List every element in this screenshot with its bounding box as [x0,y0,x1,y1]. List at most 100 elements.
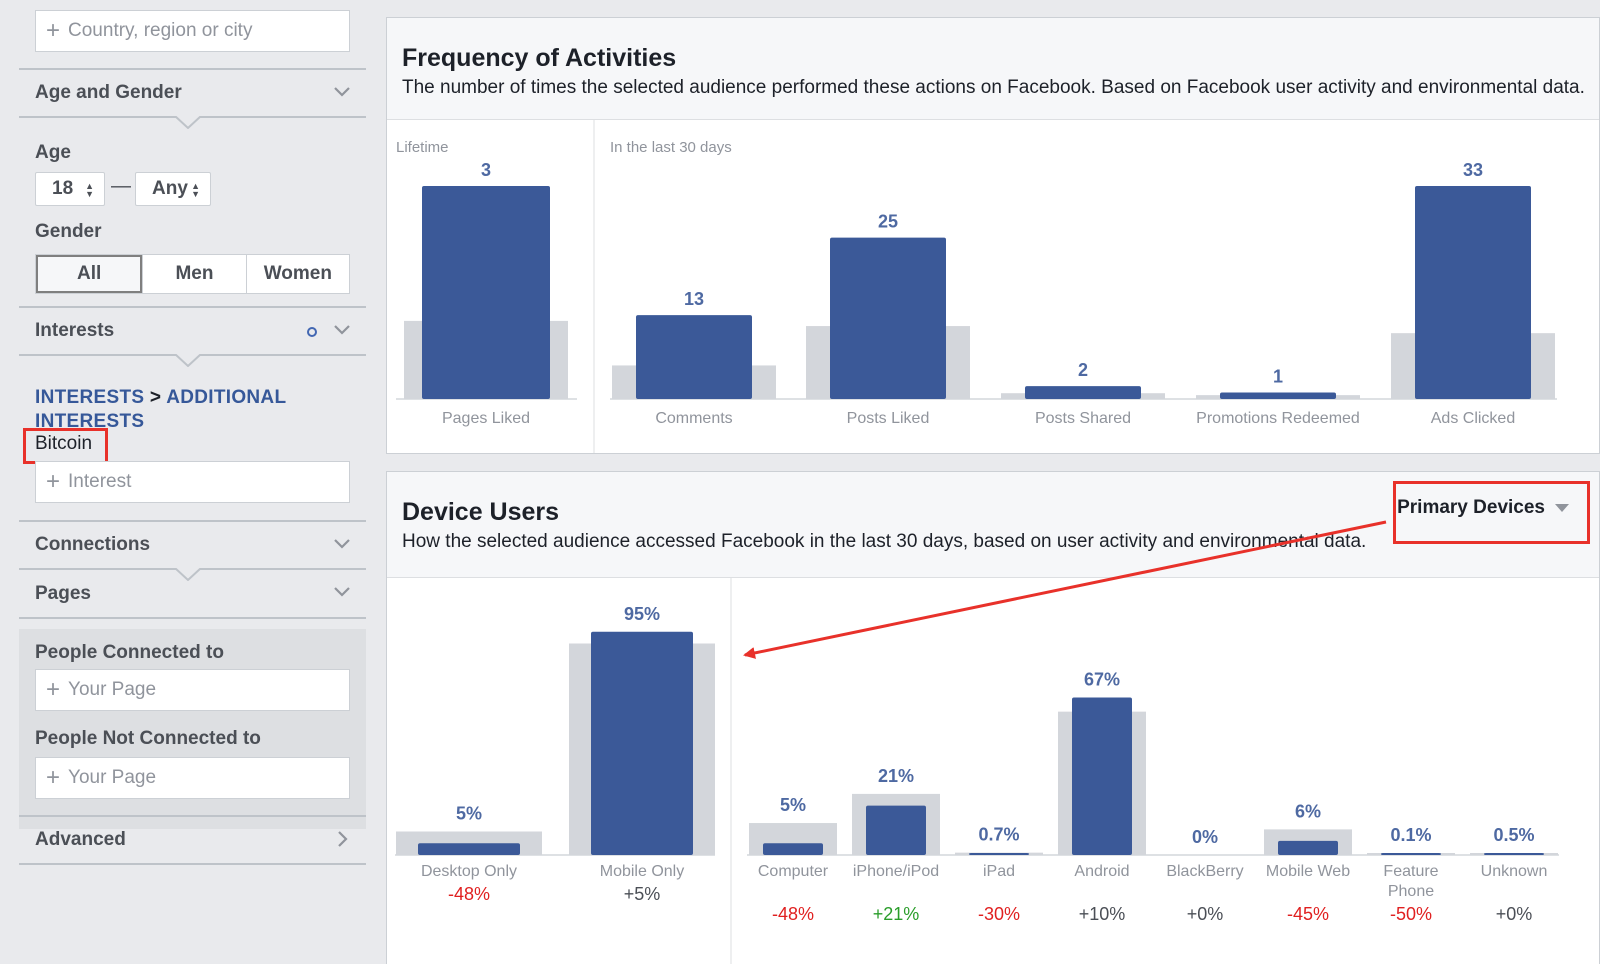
people-connected-label: People Connected to [35,642,224,663]
bar-feature-phone [1381,853,1441,855]
change-label-blackberry: +0% [1187,904,1224,924]
value-label-android: 67% [1084,670,1120,690]
plus-icon: + [46,17,61,44]
connected-page-placeholder: Your Page [68,679,157,700]
caret-down-icon [1555,504,1569,512]
value-label-posts-shared: 2 [1078,360,1088,380]
category-label-blackberry: BlackBerry [1166,863,1243,880]
value-label-promotions-redeemed: 1 [1273,367,1283,387]
change-label-android: +10% [1079,904,1126,924]
frequency-description: The number of times the selected audienc… [402,77,1585,98]
age-min-select[interactable]: 18 ▲ ▼ [35,172,105,206]
category-label-desktop-only: Desktop Only [421,863,517,880]
section-notch-icon [175,568,201,581]
category-label-ads-clicked: Ads Clicked [1431,410,1515,427]
bar-pages-liked [422,186,550,399]
sort-arrows-icon: ▲ ▼ [191,181,200,199]
pages-section-header[interactable]: Pages [19,570,366,618]
group-label-lifetime: Lifetime [396,139,449,156]
category-label-pages-liked: Pages Liked [442,410,530,427]
category-label-comments: Comments [655,410,732,427]
gender-segmented-control: All Men Women [35,254,350,294]
connections-title: Connections [35,534,151,555]
value-label-mobile-only: 95% [624,604,660,624]
category-label-mobile-web: Mobile Web [1266,863,1350,880]
not-connected-page-placeholder: Your Page [68,767,157,788]
highlight-box-bitcoin [23,428,108,464]
interests-section-header[interactable]: Interests [19,306,366,354]
change-label-mobile-web: -45% [1287,904,1329,924]
bar-computer [763,843,823,855]
primary-devices-dropdown[interactable]: Primary Devices [1397,497,1569,519]
change-label-unknown: +0% [1496,904,1533,924]
sort-arrows-icon: ▲ ▼ [85,181,94,199]
value-label-ads-clicked: 33 [1463,160,1483,180]
section-notch-icon [175,116,201,129]
bar-ipad [969,853,1029,855]
age-label: Age [35,142,71,163]
breadcrumb-additional-interests[interactable]: ADDITIONAL INTERESTS [35,387,287,432]
change-label-feature-phone: -50% [1390,904,1432,924]
change-label-iphone-ipod: +21% [873,904,920,924]
value-label-pages-liked: 3 [481,160,491,180]
category-label-iphone-ipod: iPhone/iPod [853,863,939,880]
category-label-posts-liked: Posts Liked [847,410,930,427]
category-label-posts-shared: Posts Shared [1035,410,1131,427]
chevron-right-icon [338,831,348,847]
age-max-value: Any [152,178,188,199]
category-label-promotions-redeemed: Promotions Redeemed [1196,410,1360,427]
value-label-unknown: 0.5% [1493,825,1534,845]
selected-interest-tag[interactable]: Bitcoin [35,433,93,454]
gender-option-all[interactable]: All [36,255,143,293]
section-divider [19,617,366,619]
advanced-section-header[interactable]: Advanced [19,815,366,863]
section-notch-icon [175,354,201,367]
category-label-feature-phone-line2: Phone [1388,883,1434,900]
change-label-computer: -48% [772,904,814,924]
interest-breadcrumb: INTERESTS > ADDITIONAL INTERESTS [35,386,335,434]
bar-mobile-only [591,631,693,855]
status-dot-icon [307,327,317,337]
gender-label: Gender [35,221,102,242]
age-max-select[interactable]: Any ▲ ▼ [135,172,211,206]
bar-posts-liked [830,237,946,399]
interest-placeholder: Interest [68,471,132,492]
not-connected-page-input[interactable]: + Your Page [35,757,350,799]
bar-promotions-redeemed [1220,392,1336,399]
interests-title: Interests [35,320,115,341]
gender-option-women[interactable]: Women [245,255,349,293]
bar-posts-shared [1025,386,1141,399]
bar-desktop-only [418,843,520,855]
targeting-sidebar: + Country, region or city Age and Gender… [19,0,366,964]
dropdown-label: Primary Devices [1397,497,1545,518]
device-users-card: Device Users How the selected audience a… [386,471,1600,964]
frequency-title: Frequency of Activities [402,44,677,72]
change-label-mobile-only: +5% [624,884,661,904]
advanced-title: Advanced [35,829,126,850]
bar-mobile-web [1278,840,1338,855]
category-label-unknown: Unknown [1481,863,1548,880]
age-gender-section-header[interactable]: Age and Gender [19,68,366,116]
interest-input[interactable]: + Interest [35,461,350,503]
breadcrumb-separator: > [149,387,162,408]
location-input[interactable]: + Country, region or city [35,10,350,52]
value-label-posts-liked: 25 [878,212,898,232]
value-label-ipad: 0.7% [978,825,1019,845]
change-label-ipad: -30% [978,904,1020,924]
chevron-down-icon [334,87,350,97]
connections-section-header[interactable]: Connections [19,520,366,568]
category-label-feature-phone-line1: Feature [1383,863,1438,880]
bar-comments [636,315,752,399]
frequency-of-activities-card: Frequency of Activities The number of ti… [386,17,1600,454]
gender-option-men[interactable]: Men [142,255,245,293]
highlight-box-primary-devices [1393,481,1590,544]
connected-page-input[interactable]: + Your Page [35,669,350,711]
breadcrumb-interests[interactable]: INTERESTS [35,387,145,408]
age-min-value: 18 [52,178,74,199]
value-label-comments: 13 [684,289,704,309]
chevron-down-icon [334,325,350,335]
bar-unknown [1484,853,1544,855]
value-label-desktop-only: 5% [456,804,482,824]
age-gender-title: Age and Gender [35,82,182,103]
plus-icon: + [46,676,61,703]
